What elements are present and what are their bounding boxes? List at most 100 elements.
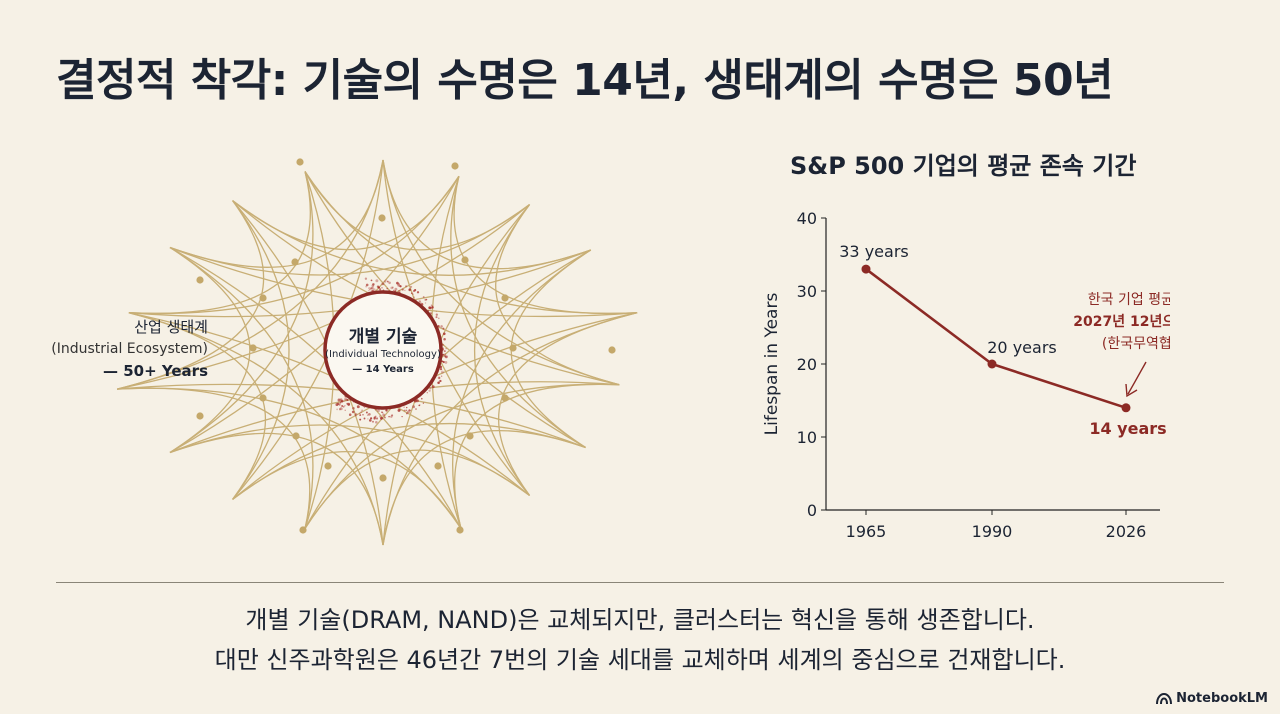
speckle	[368, 412, 371, 416]
speckle	[388, 415, 390, 418]
y-axis-label: Lifespan in Years	[762, 293, 782, 436]
speckle	[422, 296, 425, 298]
footer-text: 개별 기술(DRAM, NAND)은 교체되지만, 클러스터는 혁신을 통해 생…	[0, 600, 1280, 680]
speckle	[429, 306, 432, 310]
speckle	[371, 286, 374, 290]
speckle	[426, 392, 428, 394]
speckle	[384, 280, 387, 283]
speckle	[412, 405, 416, 409]
speckle	[421, 397, 423, 400]
speckle	[381, 282, 385, 286]
speckle	[435, 310, 438, 312]
speckle	[348, 413, 352, 416]
network-link	[128, 312, 267, 500]
network-node	[434, 462, 442, 470]
speckle	[430, 304, 433, 306]
network-node	[501, 394, 509, 402]
speckle	[343, 398, 346, 401]
speckle	[391, 286, 394, 289]
speckle	[405, 285, 408, 288]
speckle	[399, 285, 402, 288]
network-node	[196, 412, 204, 420]
network-node	[291, 258, 299, 266]
speckle	[394, 287, 398, 291]
notebooklm-icon	[1156, 692, 1173, 704]
speckle	[339, 401, 342, 404]
speckle	[416, 399, 420, 403]
speckle	[385, 279, 387, 281]
lifespan-chart: 0 10 20 30 40 1965 1990 2026 Lifespan in Years 33…	[762, 209, 1170, 541]
network-link	[498, 312, 638, 496]
speckle	[440, 370, 444, 374]
speckle	[365, 283, 369, 287]
network-node	[292, 432, 300, 440]
speckle	[443, 337, 446, 341]
annotation-arrowhead	[1125, 383, 1138, 398]
speckle	[431, 385, 435, 389]
speckle	[359, 418, 362, 421]
speckle	[344, 409, 346, 411]
speckle	[397, 408, 401, 412]
speckle	[403, 409, 406, 412]
speckle	[435, 316, 438, 319]
speckle	[337, 398, 341, 402]
footer-line-2: 대만 신주과학원은 46년간 7번의 기술 세대를 교체하며 세계의 중심으로 …	[214, 646, 1066, 674]
speckle	[391, 414, 394, 417]
speckle	[372, 420, 374, 423]
speckle	[444, 355, 448, 359]
x-tick-label: 2026	[1106, 522, 1147, 541]
network-node	[608, 346, 616, 354]
page-title: 결정적 착각: 기술의 수명은 14년, 생태계의 수명은 50년	[56, 55, 1114, 106]
network-link	[169, 246, 251, 454]
speckle	[414, 400, 417, 403]
speckle	[408, 288, 411, 292]
network-link	[382, 429, 586, 546]
speckle	[344, 398, 348, 401]
speckle	[442, 360, 445, 364]
speckle	[445, 347, 447, 350]
speckle	[375, 415, 377, 417]
speckle	[368, 287, 371, 290]
network-node	[378, 214, 386, 222]
data-label: 20 years	[987, 338, 1056, 357]
speckle	[408, 409, 411, 412]
speckle	[367, 418, 369, 420]
speckle	[367, 290, 370, 292]
network-nodes	[196, 158, 616, 534]
speckle	[381, 286, 383, 289]
speckle	[390, 286, 393, 290]
speckle	[372, 288, 376, 292]
speckle	[413, 288, 417, 292]
network-node	[451, 162, 459, 170]
network-node	[296, 158, 304, 166]
network-link	[453, 176, 638, 315]
network-link	[128, 171, 311, 314]
speckle	[338, 403, 341, 406]
network-node	[456, 526, 464, 534]
speckle	[370, 279, 373, 282]
network-link	[169, 246, 314, 529]
speckle	[409, 409, 411, 412]
speckle	[425, 298, 428, 301]
speckle	[371, 284, 375, 288]
network-node	[461, 256, 469, 264]
speckle	[445, 355, 448, 359]
speckle	[382, 413, 386, 417]
speckle	[428, 389, 431, 392]
network-node	[466, 432, 474, 440]
speckle	[375, 417, 379, 420]
speckle	[437, 325, 440, 328]
speckle	[341, 404, 344, 408]
speckle	[347, 403, 350, 406]
network-link	[450, 176, 586, 449]
speckle	[406, 406, 408, 409]
speckle	[429, 387, 432, 390]
annotation-line: 2027년 12년으로 예측	[1073, 314, 1170, 330]
speckle	[370, 287, 372, 289]
speckle	[410, 285, 413, 288]
speckle	[346, 398, 349, 401]
speckle	[444, 353, 447, 356]
y-tick-label: 0	[807, 501, 817, 520]
speckle	[363, 417, 366, 420]
speckle	[340, 401, 342, 403]
